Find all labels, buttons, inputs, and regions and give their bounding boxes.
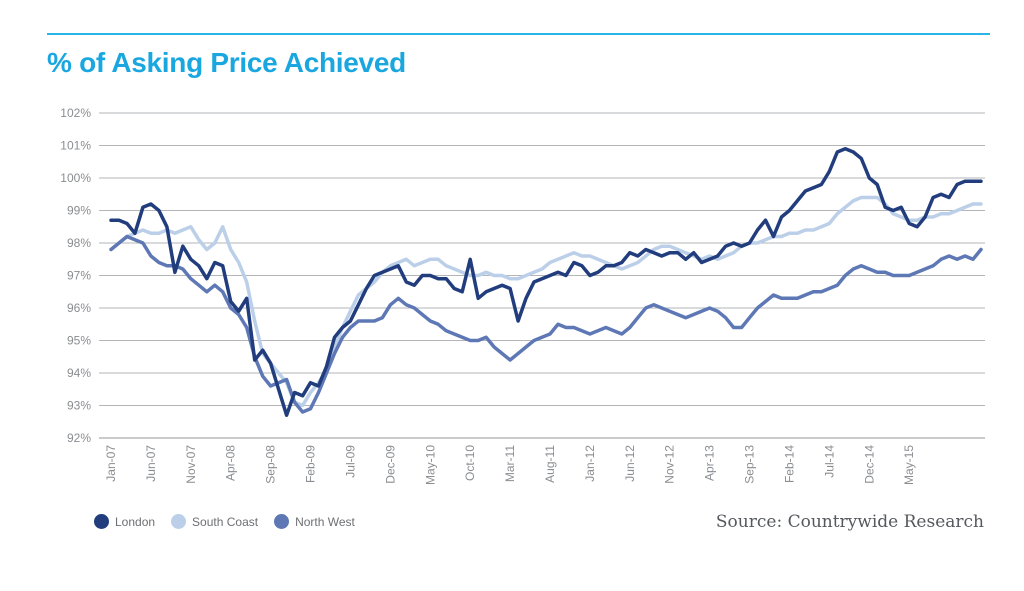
x-tick-label: Jan-12 <box>583 445 597 482</box>
legend: London South Coast North West <box>94 514 355 529</box>
legend-label-london: London <box>115 514 156 529</box>
legend-swatch-north-west <box>274 514 290 529</box>
x-tick-label: Jul-09 <box>343 445 357 478</box>
x-tick-label: Sep-13 <box>743 445 757 484</box>
y-tick-label: 95% <box>67 334 91 348</box>
legend-label-north-west: North West <box>295 514 355 529</box>
x-tick-label: Jun-12 <box>623 445 637 482</box>
y-tick-label: 98% <box>67 236 91 250</box>
y-tick-label: 92% <box>67 431 91 445</box>
x-tick-label: Apr-08 <box>224 445 238 481</box>
line-chart: 92% 93% 94% 95% 96% 97% 98% 99% 100% 101% 102% Jan-… <box>60 106 985 485</box>
y-tick-label: 102% <box>60 106 91 120</box>
x-tick-label: Aug-11 <box>543 445 557 483</box>
x-tick-label: Jan-07 <box>104 445 118 482</box>
x-tick-label: Jul-14 <box>822 445 836 478</box>
x-tick-label: May-15 <box>902 445 916 485</box>
x-tick-label: May-10 <box>423 445 437 485</box>
legend-item-north-west: North West <box>274 514 355 529</box>
y-tick-label: 97% <box>67 269 91 283</box>
x-tick-label: Dec-14 <box>862 445 876 484</box>
y-tick-label: 100% <box>60 171 91 185</box>
legend-swatch-london <box>94 514 109 529</box>
legend-item-london: London <box>94 514 155 529</box>
series-line-south-coast <box>109 195 983 408</box>
x-tick-label: Nov-12 <box>663 445 677 484</box>
chart-title: % of Asking Price Achieved <box>47 47 406 78</box>
x-tick-label: Nov-07 <box>184 445 198 484</box>
y-tick-label: 101% <box>60 139 91 153</box>
x-tick-label: Oct-10 <box>463 445 477 481</box>
x-tick-label: Jun-07 <box>144 445 158 482</box>
series-line-north-west <box>109 234 983 414</box>
x-tick-label: Feb-14 <box>782 445 796 483</box>
x-tick-label: Dec-09 <box>383 445 397 484</box>
x-tick-label: Feb-09 <box>304 445 318 483</box>
source-note: Source: Countrywide Research <box>715 512 984 532</box>
legend-item-south-coast: South Coast <box>171 514 258 529</box>
x-tick-label: Mar-11 <box>503 445 517 482</box>
x-tick-label: Sep-08 <box>264 445 278 484</box>
y-tick-label: 94% <box>67 366 91 380</box>
top-rule <box>47 33 990 35</box>
y-tick-label: 96% <box>67 301 91 315</box>
y-tick-label: 99% <box>67 204 91 218</box>
series-line-london <box>109 146 983 417</box>
y-tick-label: 93% <box>67 399 91 413</box>
legend-label-south-coast: South Coast <box>192 514 259 529</box>
legend-swatch-south-coast <box>171 514 187 529</box>
x-tick-label: Apr-13 <box>703 445 717 481</box>
